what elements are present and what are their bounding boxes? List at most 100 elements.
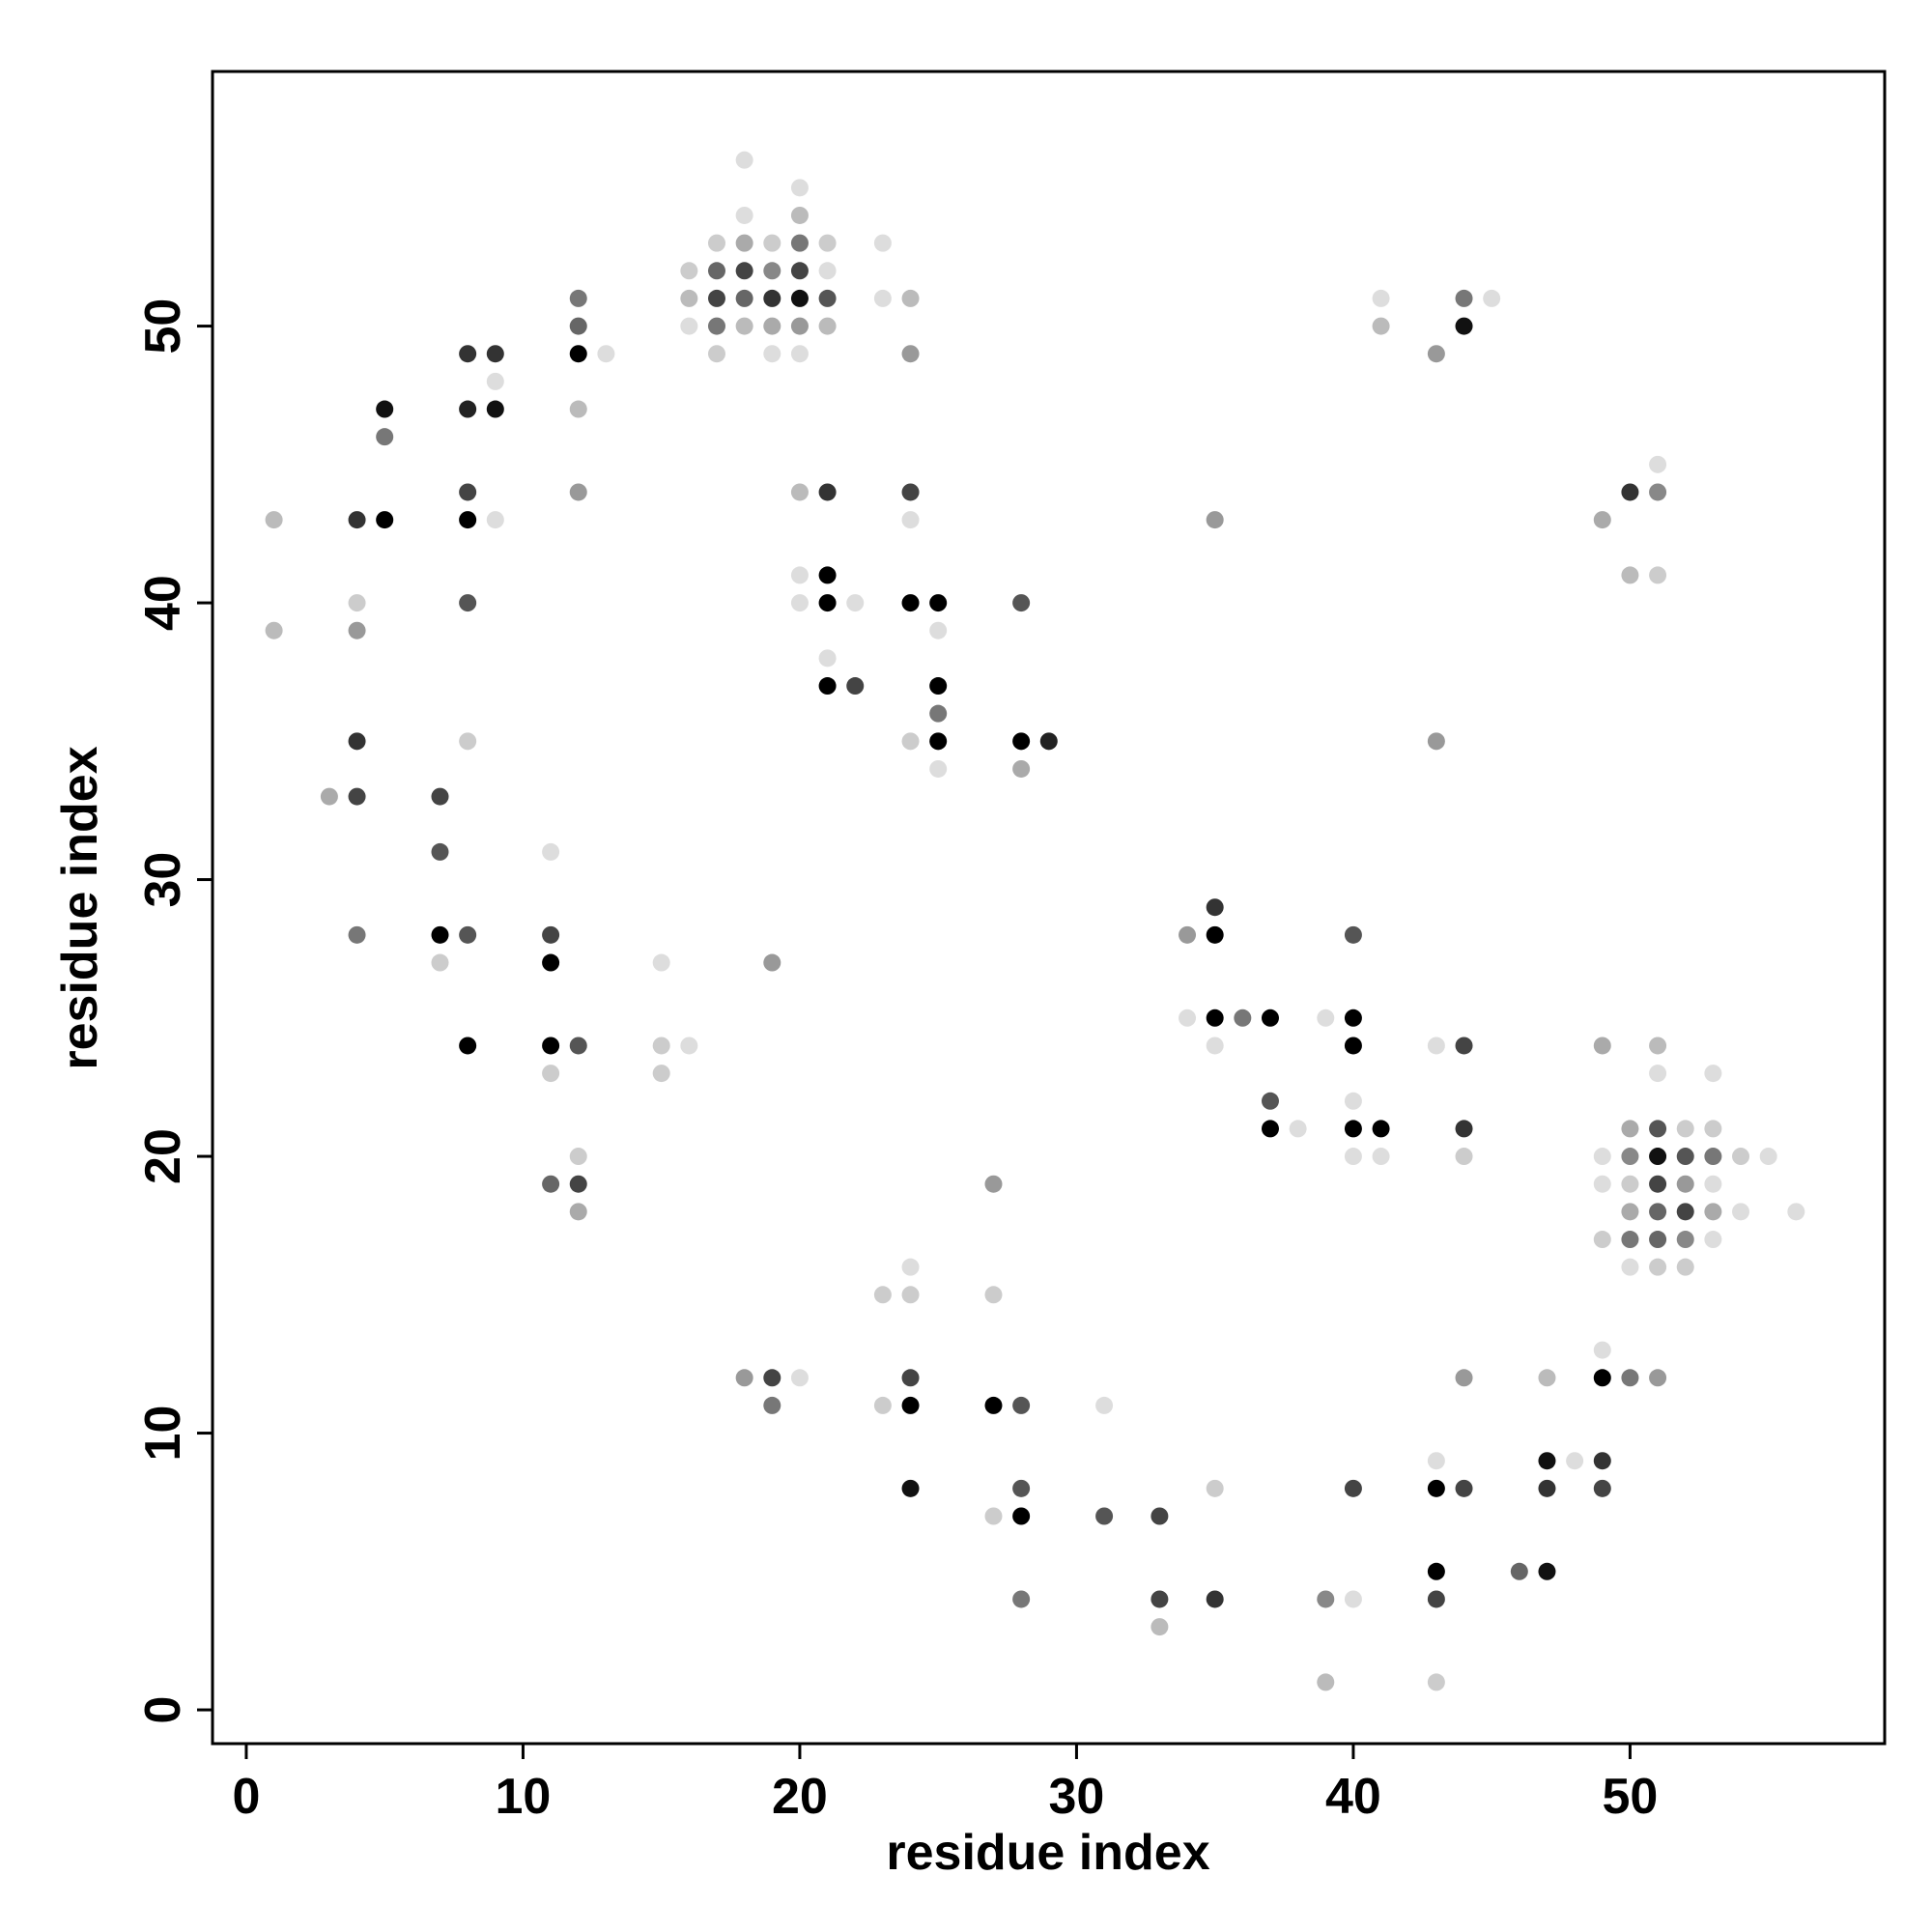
point — [1593, 1452, 1611, 1470]
point — [1593, 1037, 1611, 1055]
y-tick-label: 10 — [135, 1406, 191, 1462]
point — [1427, 1562, 1445, 1580]
point — [459, 732, 477, 751]
point — [1593, 511, 1611, 529]
x-tick-label: 50 — [1603, 1769, 1659, 1825]
point — [1704, 1203, 1722, 1221]
point — [873, 1396, 892, 1414]
point — [1344, 1037, 1362, 1055]
point — [1621, 566, 1639, 584]
point — [348, 732, 366, 751]
point — [542, 1175, 560, 1193]
point — [1012, 1590, 1031, 1608]
point — [1206, 1590, 1224, 1608]
point — [1787, 1203, 1805, 1221]
point — [459, 511, 477, 529]
point — [901, 1396, 920, 1414]
point — [818, 289, 837, 307]
point — [818, 566, 837, 584]
point — [1704, 1175, 1722, 1193]
point — [901, 483, 920, 501]
point — [1649, 566, 1667, 584]
point — [569, 289, 587, 307]
point — [348, 621, 366, 639]
point — [1012, 594, 1031, 612]
point — [431, 925, 449, 944]
point — [1593, 1148, 1611, 1166]
point — [707, 317, 725, 335]
point — [763, 345, 781, 363]
point — [1206, 1009, 1224, 1027]
point — [1649, 1065, 1667, 1083]
point — [1510, 1562, 1528, 1580]
point — [1593, 1175, 1611, 1193]
point — [1455, 1369, 1473, 1387]
point — [790, 262, 809, 280]
point — [1427, 732, 1445, 751]
point — [569, 1148, 587, 1166]
x-tick-label: 10 — [496, 1769, 552, 1825]
point — [542, 953, 560, 972]
point — [597, 345, 615, 363]
point — [929, 621, 948, 639]
x-tick-label: 20 — [772, 1769, 828, 1825]
point — [1621, 1231, 1639, 1249]
point — [1344, 1148, 1362, 1166]
x-axis-label: residue index — [886, 1825, 1209, 1881]
point — [818, 317, 837, 335]
point — [790, 345, 809, 363]
point — [348, 925, 366, 944]
point — [1317, 1009, 1335, 1027]
point — [1372, 1148, 1390, 1166]
point — [459, 1037, 477, 1055]
y-tick-label: 50 — [135, 298, 191, 355]
point — [1206, 1479, 1224, 1497]
point — [1732, 1148, 1750, 1166]
point — [929, 704, 948, 723]
point — [1593, 1369, 1611, 1387]
point — [1455, 1479, 1473, 1497]
point — [1427, 1673, 1445, 1691]
point — [680, 317, 698, 335]
point — [1427, 1037, 1445, 1055]
point — [790, 234, 809, 252]
point — [818, 483, 837, 501]
point — [1151, 1507, 1169, 1525]
point — [1179, 925, 1197, 944]
point — [1344, 1120, 1362, 1138]
point — [735, 262, 753, 280]
x-tick-label: 0 — [232, 1769, 260, 1825]
y-axis-label: residue index — [52, 746, 108, 1069]
point — [569, 400, 587, 418]
point — [1649, 455, 1667, 473]
point — [818, 234, 837, 252]
point — [1538, 1479, 1556, 1497]
point — [1538, 1562, 1556, 1580]
point — [1261, 1009, 1279, 1027]
point — [901, 289, 920, 307]
point — [1649, 1258, 1667, 1276]
point — [569, 483, 587, 501]
point — [929, 759, 948, 778]
point — [1621, 1369, 1639, 1387]
point — [1455, 1148, 1473, 1166]
point — [1039, 732, 1058, 751]
point — [1427, 1479, 1445, 1497]
point — [459, 925, 477, 944]
point — [1593, 1479, 1611, 1497]
y-tick-label: 20 — [135, 1128, 191, 1184]
point — [1012, 732, 1031, 751]
point — [320, 787, 338, 806]
point — [1621, 483, 1639, 501]
point — [790, 566, 809, 584]
point — [707, 345, 725, 363]
point — [707, 234, 725, 252]
point — [1344, 925, 1362, 944]
point — [542, 1065, 560, 1083]
point — [818, 262, 837, 280]
point — [1704, 1148, 1722, 1166]
point — [1621, 1258, 1639, 1276]
point — [984, 1507, 1003, 1525]
point — [790, 1369, 809, 1387]
